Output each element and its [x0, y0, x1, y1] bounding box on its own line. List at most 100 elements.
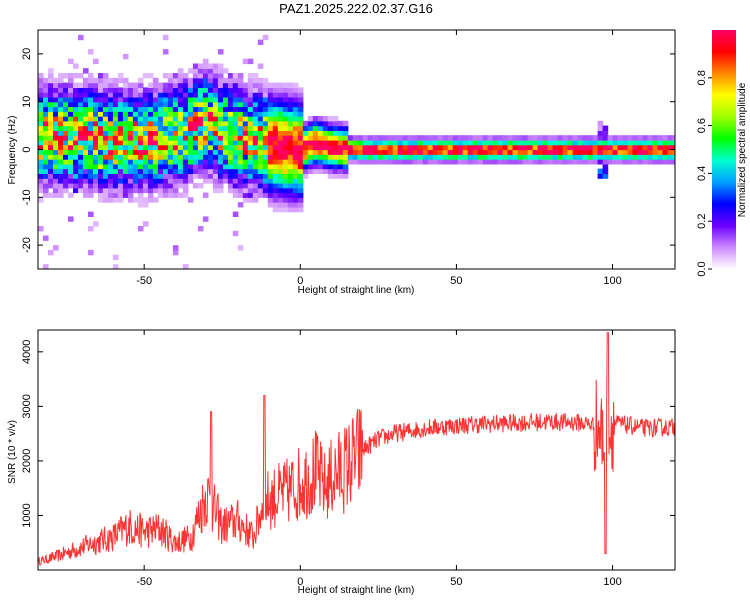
spectrogram-cell: [182, 87, 189, 93]
spectrogram-cell: [58, 183, 64, 189]
spectrogram-cell: [98, 87, 104, 93]
spectrogram-cell: [552, 154, 559, 160]
spectrogram-cell: [567, 139, 574, 146]
spectrogram-cell: [632, 135, 639, 141]
spectrogram-cell: [272, 139, 279, 146]
spectrogram-cell: [277, 202, 284, 208]
spectrogram-cell: [527, 135, 534, 141]
spectrogram-cell: [247, 82, 254, 88]
spectrogram-cell: [157, 96, 164, 103]
spectrogram-cell: [53, 183, 59, 189]
spectrogram-cell: [322, 144, 329, 151]
spectrogram-cell: [287, 106, 294, 112]
spectrogram-cell: [307, 135, 314, 141]
spectrogram-cell: [93, 101, 99, 108]
spectrogram-cell: [162, 82, 169, 88]
spectrogram-cell: [662, 154, 669, 160]
spectrogram-cell: [292, 87, 299, 93]
spectrogram-cell: [68, 125, 74, 131]
spectrogram-cell: [222, 101, 229, 108]
spectrogram-cell: [102, 130, 109, 136]
spectrogram-cell: [452, 144, 459, 151]
spectrogram-cell: [567, 135, 574, 141]
spectrogram-cell: [38, 183, 44, 189]
spectrogram-cell: [257, 77, 264, 84]
spectrogram-cell: [287, 187, 294, 194]
spectrogram-cell: [427, 144, 434, 151]
spectrogram-cell: [287, 125, 294, 131]
spectrogram-cell: [48, 178, 54, 184]
spectrogram-cell: [53, 101, 59, 108]
spectrogram-cell: [252, 125, 259, 131]
spectrogram-cell: [102, 101, 109, 108]
spectrogram-cell: [257, 101, 264, 108]
spectrogram-cell: [272, 130, 279, 136]
spectrogram-cell: [207, 82, 214, 88]
spectrogram-cell: [242, 87, 249, 93]
spectrogram-cell: [302, 163, 309, 170]
x-tick-label: 0: [297, 275, 303, 287]
spectrogram-cell: [172, 159, 179, 165]
spectrogram-cell: [277, 206, 284, 213]
y-tick-label: 3000: [21, 394, 33, 418]
spectrogram-cell: [277, 120, 284, 127]
spectrogram-cell: [232, 168, 239, 174]
spectrogram-cell: [187, 111, 194, 117]
spectrogram-cell: [332, 163, 339, 170]
spectrogram-cell: [282, 92, 289, 98]
spectrogram-cell: [282, 111, 289, 117]
spectrogram-cell: [442, 159, 449, 165]
spectrogram-cell: [197, 92, 204, 98]
spectrogram-cell: [427, 149, 434, 155]
spectrogram-cell: [222, 154, 229, 160]
spectrogram-cell: [162, 125, 169, 131]
spectrogram-cell: [157, 82, 164, 88]
spectrogram-cell: [412, 159, 419, 165]
spectrogram-cell: [282, 120, 289, 127]
spectrogram-cell: [667, 135, 674, 141]
spectrogram-cell: [172, 82, 179, 88]
spectrogram-cell: [197, 173, 204, 179]
spectrogram-cell: [267, 183, 274, 189]
spectrogram-cell: [38, 101, 44, 108]
spectrogram-cell: [187, 77, 194, 84]
spectrogram-cell: [502, 135, 509, 141]
spectrogram-cell: [217, 178, 224, 184]
spectrogram-cell: [312, 120, 319, 127]
spectrogram-cell: [152, 120, 159, 127]
spectrogram-cell: [452, 159, 459, 165]
spectrogram-cell: [232, 230, 239, 237]
spectrogram-cell: [142, 101, 149, 108]
spectrogram-cell: [93, 120, 99, 127]
spectrogram-cell: [322, 168, 329, 174]
spectrogram-cell: [292, 178, 299, 184]
spectrogram-cell: [212, 73, 219, 79]
spectrogram-cell: [337, 159, 344, 165]
spectrogram-cell: [367, 149, 374, 155]
spectrogram-cell: [102, 149, 109, 155]
spectrogram-cell: [362, 139, 369, 146]
spectrogram-cell: [48, 149, 54, 155]
spectrogram-cell: [472, 144, 479, 151]
colorbar: 0.00.20.40.60.8 Normalized spectral ampl…: [696, 30, 748, 277]
spectrogram-cell: [127, 173, 134, 179]
spectrogram-cell: [132, 96, 139, 103]
spectrogram-cell: [457, 144, 464, 151]
spectrogram-cell: [167, 173, 174, 179]
spectrogram-cell: [287, 149, 294, 155]
spectrogram-cell: [48, 106, 54, 112]
spectrogram-cell: [302, 120, 309, 127]
spectrogram-cell: [267, 163, 274, 170]
spectrogram-cell: [532, 139, 539, 146]
spectrogram-cell: [73, 92, 79, 98]
spectrogram-cell: [357, 159, 364, 165]
spectrogram-cell: [582, 154, 589, 160]
spectrogram-cell: [212, 92, 219, 98]
spectrogram-cell: [522, 135, 529, 141]
spectrogram-cell: [172, 183, 179, 189]
spectrogram-cell: [142, 135, 149, 141]
spectrogram-cell: [137, 92, 144, 98]
spectrogram-cell: [217, 187, 224, 194]
spectrogram-cell: [242, 159, 249, 165]
spectrogram-cell: [98, 130, 104, 136]
